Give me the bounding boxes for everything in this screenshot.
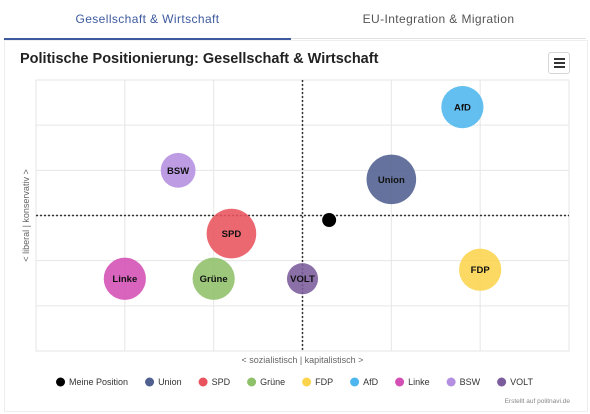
legend-marker-union — [145, 377, 155, 387]
point-union — [366, 154, 417, 205]
legend-item-union[interactable]: Union — [158, 377, 182, 387]
point-label-linke: Linke — [112, 274, 137, 285]
legend-marker-spd — [198, 377, 208, 387]
legend-item-volt[interactable]: VOLT — [510, 377, 533, 387]
legend-marker-linke — [395, 377, 405, 387]
legend-marker-gr-ne — [247, 377, 257, 387]
legend-marker-meine-position — [56, 377, 66, 387]
hamburger-menu-icon[interactable] — [548, 52, 570, 74]
legend-marker-fdp — [302, 377, 312, 387]
point-fdp — [459, 248, 502, 291]
point-label-gr-ne: Grüne — [200, 274, 228, 285]
point-label-fdp: FDP — [471, 265, 491, 276]
legend-marker-afd — [350, 377, 360, 387]
point-label-spd: SPD — [222, 229, 242, 240]
legend-item-afd[interactable]: AfD — [363, 377, 379, 387]
legend-marker-volt — [497, 377, 507, 387]
point-spd — [206, 208, 257, 259]
point-afd — [441, 86, 484, 129]
legend-item-bsw[interactable]: BSW — [460, 377, 481, 387]
y-axis-label: < liberal | konservativ > — [21, 169, 31, 261]
legend-item-gr-ne[interactable]: Grüne — [260, 377, 285, 387]
point-bsw — [160, 152, 196, 188]
point-meine-position — [322, 213, 337, 228]
point-linke — [103, 257, 146, 300]
chart-title: Politische Positionierung: Gesellschaft … — [20, 51, 379, 67]
chart-card — [4, 40, 588, 412]
legend-marker-bsw — [446, 377, 456, 387]
x-axis-label: < sozialistisch | kapitalistisch > — [242, 355, 364, 365]
legend-item-spd[interactable]: SPD — [212, 377, 231, 387]
credit-text: Erstellt auf politnavi.de — [504, 398, 570, 405]
point-label-union: Union — [378, 175, 405, 186]
tab-gesellschaft-wirtschaft[interactable]: Gesellschaft & Wirtschaft — [4, 0, 291, 40]
point-label-bsw: BSW — [167, 166, 189, 177]
tab-eu-integration-migration[interactable]: EU-Integration & Migration — [362, 12, 515, 26]
legend-item-fdp[interactable]: FDP — [315, 377, 333, 387]
point-volt — [286, 263, 319, 295]
tab-bar: Gesellschaft & Wirtschaft EU-Integration… — [4, 0, 586, 40]
point-label-afd: AfD — [454, 103, 471, 114]
point-gr-ne — [192, 257, 235, 300]
legend-item-linke[interactable]: Linke — [408, 377, 430, 387]
legend-item-meine-position[interactable]: Meine Position — [69, 377, 128, 387]
point-label-volt: VOLT — [290, 274, 315, 285]
